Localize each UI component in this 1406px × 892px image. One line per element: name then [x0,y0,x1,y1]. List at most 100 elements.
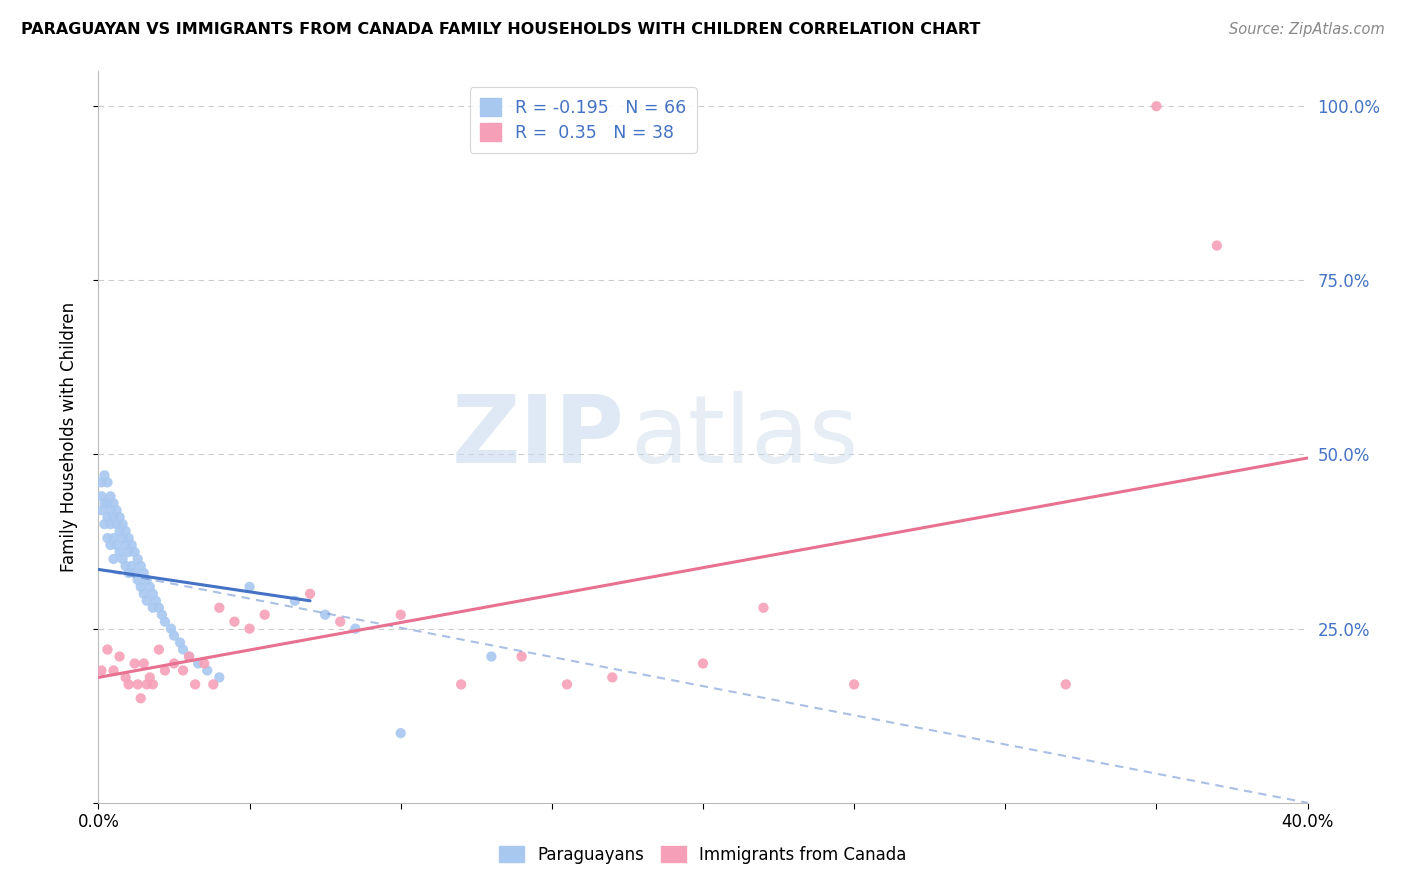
Point [105,503,128,517]
Point [90,489,112,503]
Point [118,531,141,545]
Point [1206,238,1229,252]
Point [114,538,136,552]
Point [96,531,118,545]
Point [187,657,209,671]
Point [142,677,165,691]
Point [118,566,141,580]
Point [148,600,170,615]
Point [114,524,136,538]
Point [132,657,155,671]
Point [510,649,533,664]
Point [100,489,122,503]
Point [389,607,412,622]
Point [103,552,125,566]
Text: atlas: atlas [630,391,859,483]
Point [160,622,183,636]
Point [844,677,866,691]
Point [124,545,146,559]
Point [239,622,262,636]
Point [121,538,143,552]
Point [329,615,352,629]
Point [111,531,134,545]
Point [142,587,165,601]
Point [132,566,155,580]
Point [184,677,207,691]
Point [153,615,176,629]
Point [344,622,367,636]
Point [692,657,714,671]
Point [93,517,115,532]
Point [114,670,136,684]
Point [129,580,152,594]
Point [132,587,155,601]
Point [150,607,173,622]
Point [96,642,118,657]
Point [111,552,134,566]
Point [90,503,112,517]
Point [103,531,125,545]
Point [90,475,112,490]
Point [1054,677,1077,691]
Point [193,657,215,671]
Point [299,587,322,601]
Text: ZIP: ZIP [451,391,624,483]
Point [127,573,149,587]
Point [224,615,246,629]
Point [135,677,157,691]
Point [100,538,122,552]
Point [100,517,122,532]
Point [129,691,152,706]
Point [135,573,157,587]
Y-axis label: Family Households with Children: Family Households with Children [59,302,77,572]
Point [148,642,170,657]
Point [103,664,125,678]
Point [314,607,336,622]
Point [169,635,191,649]
Point [124,566,146,580]
Point [139,580,162,594]
Point [121,558,143,573]
Point [284,594,307,608]
Legend: R = -0.195   N = 66, R =  0.35   N = 38: R = -0.195 N = 66, R = 0.35 N = 38 [470,87,696,153]
Point [752,600,775,615]
Point [195,664,218,678]
Legend: Paraguayans, Immigrants from Canada: Paraguayans, Immigrants from Canada [492,839,914,871]
Point [105,517,128,532]
Point [118,677,141,691]
Point [129,558,152,573]
Text: Source: ZipAtlas.com: Source: ZipAtlas.com [1229,22,1385,37]
Point [253,607,276,622]
Point [481,649,503,664]
Point [108,524,131,538]
Point [202,677,225,691]
Point [96,510,118,524]
Point [450,677,472,691]
Point [96,496,118,510]
Point [100,503,122,517]
Point [105,538,128,552]
Point [179,649,201,664]
Point [103,510,125,524]
Point [179,649,201,664]
Point [127,677,149,691]
Point [142,600,165,615]
Point [103,496,125,510]
Point [208,670,231,684]
Point [108,545,131,559]
Point [96,475,118,490]
Point [108,649,131,664]
Point [153,664,176,678]
Point [108,510,131,524]
Point [93,468,115,483]
Point [172,664,194,678]
Point [239,580,262,594]
Point [163,657,186,671]
Point [172,642,194,657]
Point [139,670,162,684]
Point [389,726,412,740]
Point [124,657,146,671]
Point [555,677,578,691]
Point [118,545,141,559]
Point [90,664,112,678]
